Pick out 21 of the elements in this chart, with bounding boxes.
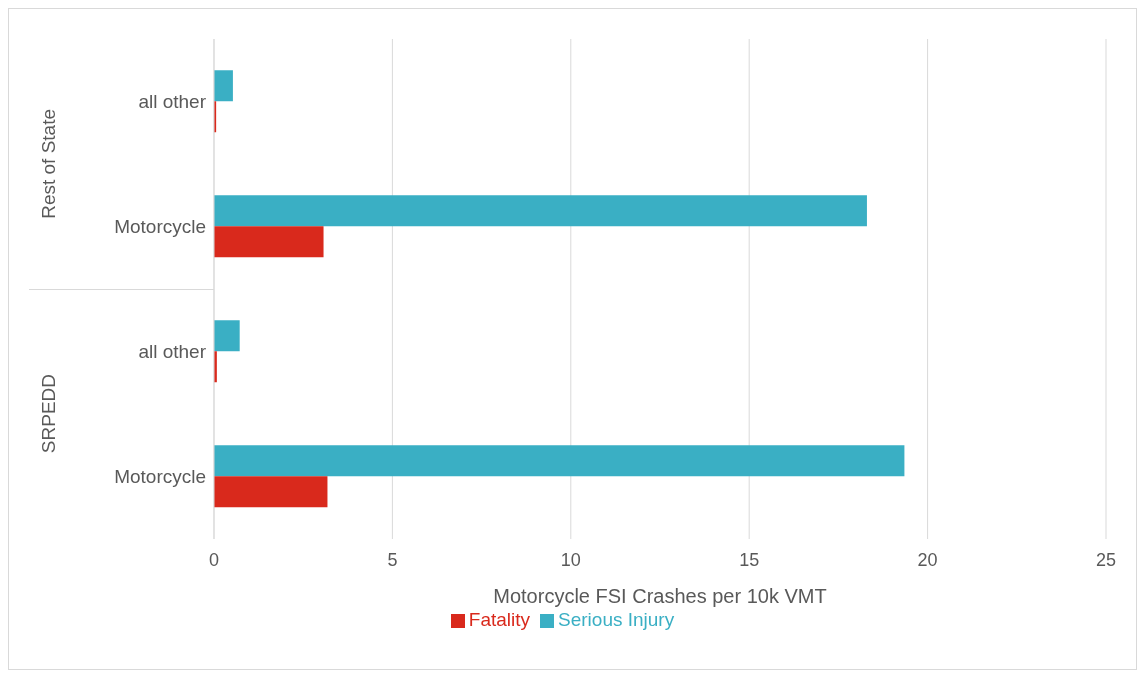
y-tick-label: all other xyxy=(138,341,207,363)
bar xyxy=(214,445,905,477)
x-tick-label: 0 xyxy=(208,549,220,570)
y-tick-label: Motorcycle xyxy=(114,216,206,238)
bar xyxy=(214,70,233,102)
x-tick-label: 20 xyxy=(917,549,938,570)
legend-label: Serious Injury xyxy=(558,609,675,630)
legend-label: Fatality xyxy=(468,609,531,630)
bar xyxy=(214,226,324,258)
x-tick-label: 10 xyxy=(560,549,581,570)
y-tick-label: all other xyxy=(138,91,207,113)
x-axis-title: Motorcycle FSI Crashes per 10k VMT xyxy=(493,585,827,607)
bar xyxy=(214,476,328,508)
x-tick-label: 15 xyxy=(739,549,760,570)
text: Rest of State xyxy=(38,109,60,219)
x-tick-label: 25 xyxy=(1095,549,1117,570)
text: SRPEDD xyxy=(38,374,60,454)
bar xyxy=(214,195,867,227)
y-tick-label: Motorcycle xyxy=(114,466,206,488)
x-tick-label: 5 xyxy=(387,549,398,570)
bar xyxy=(214,320,240,352)
